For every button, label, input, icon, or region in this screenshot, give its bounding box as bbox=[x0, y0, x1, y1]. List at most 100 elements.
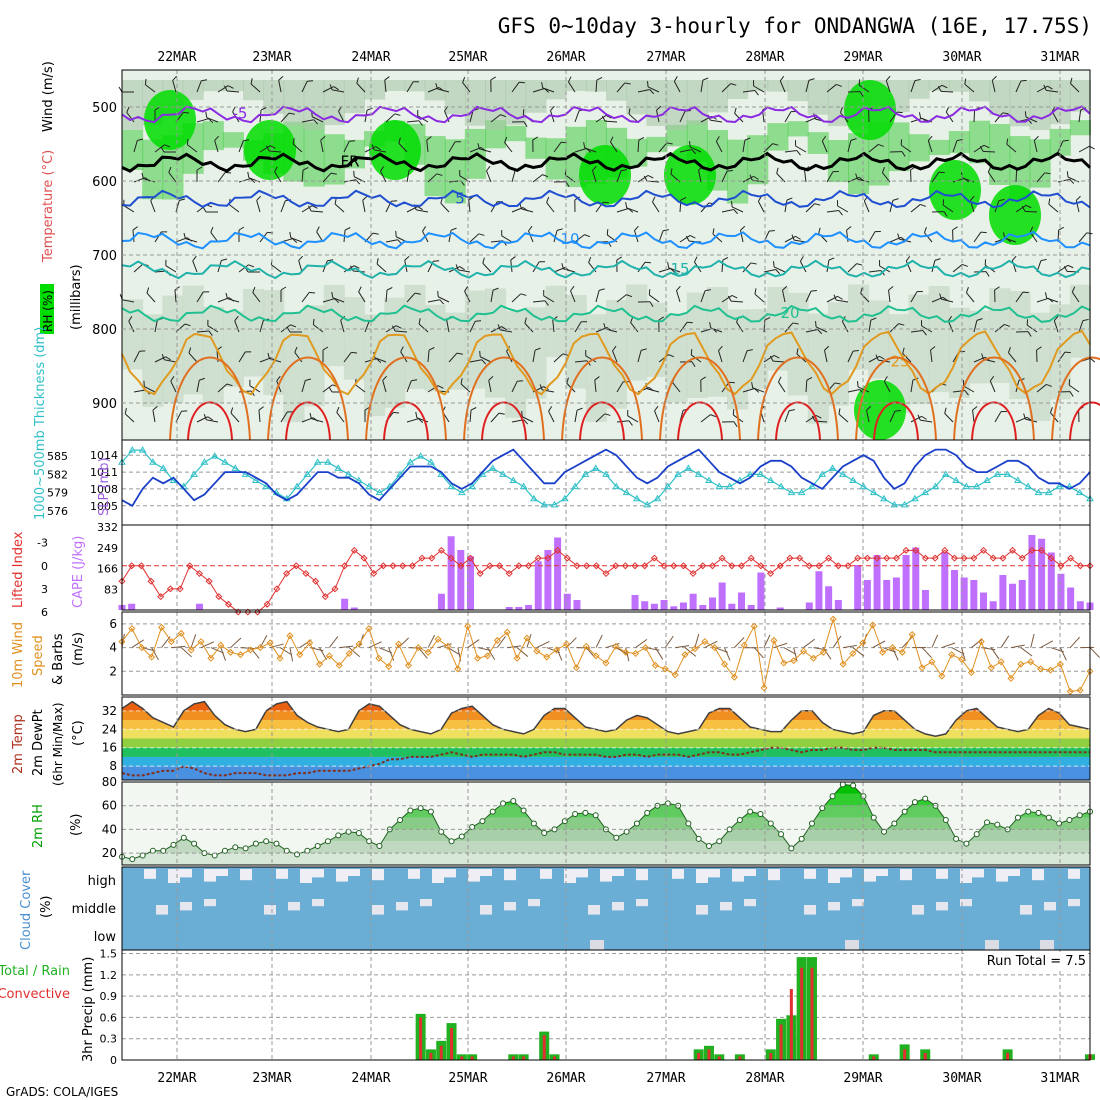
wind10-point bbox=[809, 654, 817, 662]
rh2m-point bbox=[850, 782, 857, 789]
wind-barb bbox=[1048, 198, 1059, 213]
thickness-point bbox=[890, 500, 899, 508]
rh-band-mid bbox=[1029, 139, 1051, 188]
temp-contour-hot bbox=[971, 401, 1017, 441]
wind-barb-shaft bbox=[616, 170, 622, 183]
thickness-ytick-576: 576 bbox=[47, 505, 68, 518]
rh-band-mid bbox=[323, 134, 345, 185]
cloud-mid-gap bbox=[528, 899, 540, 907]
wind-barb-flag bbox=[1090, 357, 1096, 363]
wind-barb bbox=[460, 378, 471, 393]
rh2m-point bbox=[808, 820, 815, 827]
rh-band-low bbox=[525, 307, 547, 399]
thickness-point bbox=[457, 488, 466, 496]
rh-high-blob-6 bbox=[929, 160, 981, 220]
wind-barb-flag bbox=[917, 414, 921, 421]
wind-barb-flag bbox=[920, 203, 926, 207]
precip-convective-bar bbox=[697, 1052, 701, 1060]
rh2m-point bbox=[345, 828, 352, 835]
precip-convective-bar bbox=[717, 1056, 721, 1060]
cape-bar bbox=[1028, 535, 1036, 610]
wind10-barb bbox=[1020, 647, 1033, 657]
wind-barb bbox=[210, 226, 219, 243]
cape-bar bbox=[544, 550, 552, 610]
wind-barb-shaft bbox=[888, 290, 891, 303]
wind-barb bbox=[170, 376, 177, 393]
wind-barb-shaft bbox=[931, 84, 943, 93]
lifted-index-point bbox=[941, 546, 949, 554]
lifted-index-point bbox=[960, 554, 968, 562]
wind-barb-shaft bbox=[763, 355, 775, 363]
wind-barb-shaft bbox=[742, 90, 755, 93]
wind-barb-flag bbox=[945, 106, 950, 113]
wind-barb bbox=[183, 232, 198, 243]
wind-barb-flag bbox=[779, 75, 785, 82]
ylabel-rh: RH (%) bbox=[41, 290, 55, 332]
wind-barb bbox=[910, 78, 921, 93]
wind-barb bbox=[479, 350, 492, 363]
wind-barb-shaft bbox=[259, 320, 264, 333]
wind10-point bbox=[849, 649, 857, 658]
li-ytick-3: 3 bbox=[41, 583, 48, 596]
temp2m-frame bbox=[121, 696, 1091, 781]
rh-band-low bbox=[404, 284, 426, 390]
wind-barb bbox=[991, 75, 997, 93]
rh2m-point bbox=[427, 808, 434, 815]
wind-barb-shaft bbox=[340, 320, 345, 333]
wind-barb-shaft bbox=[805, 379, 808, 393]
wind-barb-flag bbox=[900, 139, 903, 146]
wind10-point bbox=[1056, 660, 1064, 668]
wind-barb-flag bbox=[652, 196, 656, 203]
thickness-point bbox=[468, 482, 477, 490]
wind-barb bbox=[616, 420, 633, 426]
thickness-point bbox=[1003, 470, 1012, 477]
wind-barb-flag bbox=[355, 179, 361, 185]
rh2m-point bbox=[736, 816, 743, 823]
thickness-point bbox=[972, 482, 981, 490]
wind-barb-shaft bbox=[574, 110, 580, 123]
wind-barb-flag bbox=[596, 76, 603, 81]
wind10-point bbox=[908, 630, 916, 639]
wind10-point bbox=[641, 644, 650, 652]
wind-barb bbox=[784, 409, 795, 423]
wind10-barb bbox=[654, 647, 664, 660]
wind-barb bbox=[490, 287, 499, 303]
cape-bar bbox=[563, 593, 571, 610]
lifted-index-point bbox=[418, 554, 426, 562]
cape-bar bbox=[1018, 580, 1026, 610]
wind10-point bbox=[217, 641, 225, 649]
wind-barb bbox=[826, 171, 839, 183]
wind-barb-flag bbox=[517, 380, 524, 382]
rh-band-low bbox=[444, 312, 466, 390]
wind-barb-shaft bbox=[795, 145, 807, 153]
wind-barb-flag bbox=[199, 377, 205, 381]
wind-barb bbox=[186, 138, 198, 153]
cloud-high-gap bbox=[168, 869, 180, 883]
thickness-point bbox=[787, 488, 796, 496]
wind-barb bbox=[376, 258, 387, 273]
wind10-point bbox=[523, 634, 531, 642]
wind-barb bbox=[931, 211, 948, 217]
lifted-index-point bbox=[1028, 546, 1036, 554]
cloud-mid-gap bbox=[1068, 899, 1080, 907]
wind-barb-flag bbox=[247, 171, 250, 178]
wind10-point bbox=[977, 638, 985, 646]
wind-barb bbox=[1015, 331, 1032, 337]
wind-barb bbox=[546, 196, 555, 213]
wind-barb-shaft bbox=[385, 239, 398, 243]
wind10-point bbox=[1076, 686, 1084, 694]
wind-barb bbox=[866, 405, 872, 423]
wind-barb-flag bbox=[356, 77, 359, 84]
rh-band-mid bbox=[202, 121, 224, 151]
thickness-point bbox=[540, 500, 549, 508]
wind10-barb bbox=[724, 647, 731, 661]
rh2m-point bbox=[572, 811, 579, 818]
wind-barb bbox=[910, 330, 927, 336]
wind10-point bbox=[335, 661, 343, 669]
wind-barb-shaft bbox=[528, 230, 534, 243]
wind-barb-shaft bbox=[1051, 111, 1059, 123]
wind-barb bbox=[294, 346, 303, 363]
wind-barb-shaft bbox=[700, 290, 706, 303]
wind10-point bbox=[207, 654, 215, 662]
cape-bar bbox=[525, 605, 533, 610]
